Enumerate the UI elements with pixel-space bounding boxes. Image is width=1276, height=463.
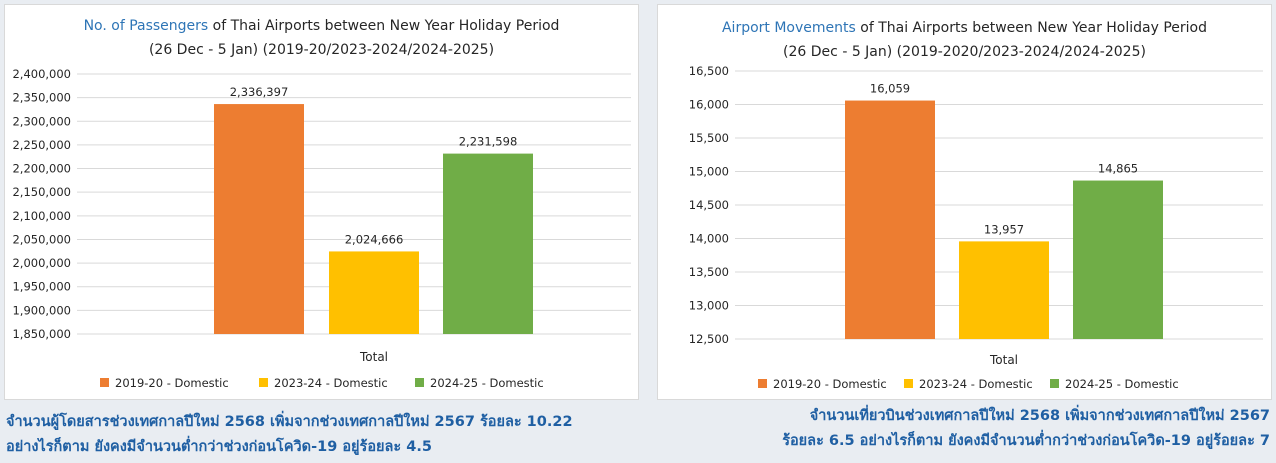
- chart-subtitle: (26 Dec - 5 Jan) (2019-2020/2023-2024/20…: [783, 44, 1146, 60]
- y-tick-label: 16,000: [689, 98, 729, 112]
- y-tick-label: 2,300,000: [12, 114, 71, 128]
- legend-label: 2019-20 - Domestic: [773, 377, 887, 391]
- y-tick-label: 2,350,000: [12, 91, 71, 105]
- data-label: 13,957: [984, 222, 1024, 236]
- x-category-label: Total: [359, 350, 388, 364]
- y-tick-label: 1,900,000: [12, 303, 71, 317]
- chart-title-accent: Airport Movements: [721, 20, 856, 36]
- y-tick-label: 1,850,000: [12, 327, 71, 341]
- data-label: 16,059: [870, 82, 910, 96]
- chart-title-accent: No. of Passengers: [83, 18, 209, 34]
- legend-label: 2023-24 - Domestic: [274, 376, 388, 390]
- data-label: 2,336,397: [230, 85, 289, 99]
- caption-line: จำนวนเที่ยวบินช่วงเทศกาลปีใหม่ 2568 เพิ่…: [809, 408, 1270, 424]
- y-tick-label: 2,150,000: [12, 185, 71, 199]
- data-label: 14,865: [1098, 162, 1138, 176]
- bar: [214, 104, 304, 335]
- y-tick-label: 13,000: [689, 299, 729, 313]
- caption-line: จำนวนผู้โดยสารช่วงเทศกาลปีใหม่ 2568 เพิ่…: [6, 414, 573, 430]
- movements-bar-chart: 12,500 13,000 13,500 14,000 14,500 15,000 15,5…: [689, 64, 1263, 391]
- y-tick-label: 2,400,000: [12, 67, 71, 81]
- legend-label: 2023-24 - Domestic: [919, 377, 1033, 391]
- chart-title: Airport Movements of Thai Airports betwe…: [658, 17, 1271, 39]
- y-tick-label: 12,500: [689, 332, 729, 346]
- y-tick-label: 16,500: [689, 64, 729, 78]
- y-tick-label: 2,100,000: [12, 209, 71, 223]
- passengers-caption: จำนวนผู้โดยสารช่วงเทศกาลปีใหม่ 2568 เพิ่…: [6, 410, 646, 460]
- movements-caption: จำนวนเที่ยวบินช่วงเทศกาลปีใหม่ 2568 เพิ่…: [640, 404, 1270, 454]
- y-tick-label: 14,500: [689, 198, 729, 212]
- chart-subtitle: (26 Dec - 5 Jan) (2019-20/2023-2024/2024…: [148, 42, 495, 58]
- bar: [1073, 180, 1163, 339]
- caption-line: อย่างไรก็ตาม ยังคงมีจำนวนต่ำกว่าช่วงก่อน…: [6, 439, 432, 455]
- chart-title-rest: of Thai Airports between New Year Holida…: [855, 20, 1208, 36]
- data-label: 2,024,666: [345, 232, 404, 246]
- passengers-bar-chart: 1,850,000 1,900,000 1,950,000 2,000,000 2,05…: [12, 67, 631, 390]
- chart-title: No. of Passengers of Thai Airports betwe…: [5, 15, 638, 37]
- y-tick-label: 2,000,000: [12, 256, 71, 270]
- caption-line: ร้อยละ 6.5 อย่างไรก็ตาม ยังคงมีจำนวนต่ำก…: [782, 433, 1270, 449]
- bar: [959, 241, 1049, 339]
- y-tick-label: 1,950,000: [12, 280, 71, 294]
- legend-label: 2024-25 - Domestic: [1065, 377, 1179, 391]
- bar: [329, 251, 419, 334]
- legend-swatch: [415, 378, 424, 387]
- y-tick-label: 2,050,000: [12, 232, 71, 246]
- y-tick-label: 2,250,000: [12, 138, 71, 152]
- legend-swatch: [100, 378, 109, 387]
- y-tick-label: 15,500: [689, 131, 729, 145]
- y-tick-label: 14,000: [689, 232, 729, 246]
- legend-swatch: [1050, 379, 1059, 388]
- legend-swatch: [904, 379, 913, 388]
- legend-swatch: [758, 379, 767, 388]
- y-tick-label: 13,500: [689, 265, 729, 279]
- x-category-label: Total: [989, 353, 1018, 367]
- legend-label: 2019-20 - Domestic: [115, 376, 229, 390]
- bar: [443, 153, 533, 334]
- movements-chart-panel: Airport Movements of Thai Airports betwe…: [657, 4, 1272, 400]
- data-label: 2,231,598: [459, 135, 518, 149]
- y-tick-label: 2,200,000: [12, 162, 71, 176]
- passengers-chart-panel: No. of Passengers of Thai Airports betwe…: [4, 4, 639, 400]
- legend-swatch: [259, 378, 268, 387]
- bar: [845, 100, 935, 339]
- y-tick-label: 15,000: [689, 165, 729, 179]
- chart-title-rest: of Thai Airports between New Year Holida…: [208, 18, 560, 34]
- legend-label: 2024-25 - Domestic: [430, 376, 544, 390]
